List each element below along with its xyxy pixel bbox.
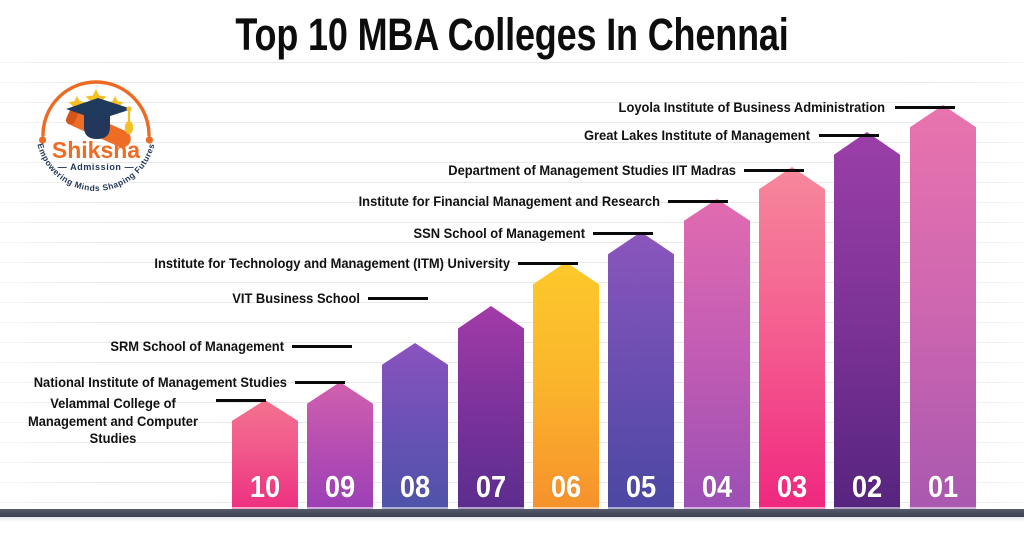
bar-rank-label: 04 — [701, 469, 733, 504]
bar-shape — [684, 199, 750, 510]
logo-graduation-cap — [66, 98, 134, 139]
leader-line-rank-08 — [292, 345, 352, 348]
bar-rank-07[interactable]: 07 — [458, 306, 524, 510]
bar-rank-label: 03 — [776, 469, 808, 504]
bar-name-label-rank-03: Department of Management Studies IIT Mad… — [448, 163, 736, 178]
bar-rank-01[interactable]: 01 — [910, 105, 976, 510]
bar-rank-05[interactable]: 05 — [608, 232, 674, 510]
leader-line-rank-02 — [819, 134, 879, 137]
floor-baseline — [0, 509, 1024, 517]
floor-shadow — [0, 517, 1024, 522]
bar-name-label-rank-02: Great Lakes Institute of Management — [583, 128, 810, 143]
leader-line-rank-06 — [518, 262, 578, 265]
leader-line-rank-07 — [368, 297, 428, 300]
shiksha-admission-logo: Shiksha — Admission — Empowering Minds S… — [22, 57, 170, 205]
bar-rank-label: 01 — [927, 469, 959, 504]
logo-brand-text: Shiksha — [52, 137, 140, 163]
logo-ring-arc — [41, 80, 151, 137]
bar-shape — [834, 132, 900, 510]
bar-rank-label: 10 — [249, 469, 281, 504]
bar-shape — [458, 306, 524, 510]
bar-name-label-rank-01: Loyola Institute of Business Administrat… — [618, 100, 885, 115]
bar-name-label-rank-07: VIT Business School — [232, 291, 360, 306]
logo-ring-dot-left — [39, 136, 47, 144]
bar-rank-04[interactable]: 04 — [684, 199, 750, 510]
bar-shape — [232, 400, 298, 510]
bar-shape — [307, 382, 373, 510]
bar-rank-09[interactable]: 09 — [307, 382, 373, 510]
bar-shape — [910, 105, 976, 510]
floor-highlight — [0, 507, 1024, 509]
logo-sub-text: — Admission — — [58, 162, 134, 172]
bar-rank-02[interactable]: 02 — [834, 132, 900, 510]
leader-line-rank-01 — [895, 106, 955, 109]
bar-shape — [759, 167, 825, 510]
bar-rank-label: 08 — [399, 469, 431, 504]
page-title: Top 10 MBA Colleges In Chennai — [235, 9, 789, 60]
bar-name-label-rank-08: SRM School of Management — [110, 339, 284, 354]
bar-rank-label: 06 — [550, 469, 582, 504]
bar-shape — [608, 232, 674, 510]
bar-rank-08[interactable]: 08 — [382, 343, 448, 510]
bar-rank-06[interactable]: 06 — [533, 262, 599, 510]
bar-name-label-rank-10: Velammal College of Management and Compu… — [27, 396, 199, 446]
bar-name-label-rank-09: National Institute of Management Studies — [33, 375, 288, 390]
leader-line-rank-09 — [295, 381, 345, 384]
leader-line-rank-05 — [593, 232, 653, 235]
bar-rank-label: 05 — [625, 469, 657, 504]
bar-rank-label: 07 — [475, 469, 507, 504]
bar-shape — [382, 343, 448, 510]
bar-rank-03[interactable]: 03 — [759, 167, 825, 510]
bar-name-label-rank-04: Institute for Financial Management and R… — [358, 194, 660, 209]
bar-rank-label: 09 — [324, 469, 356, 504]
bar-shape — [533, 262, 599, 510]
bar-name-label-rank-05: SSN School of Management — [413, 226, 585, 241]
leader-line-rank-03 — [744, 169, 804, 172]
bar-rank-10[interactable]: 10 — [232, 400, 298, 510]
leader-line-rank-04 — [668, 200, 728, 203]
bar-rank-label: 02 — [851, 469, 883, 504]
logo-ring-dot-right — [145, 136, 153, 144]
leader-line-rank-10 — [216, 399, 266, 402]
bar-name-label-rank-06: Institute for Technology and Management … — [154, 256, 511, 271]
